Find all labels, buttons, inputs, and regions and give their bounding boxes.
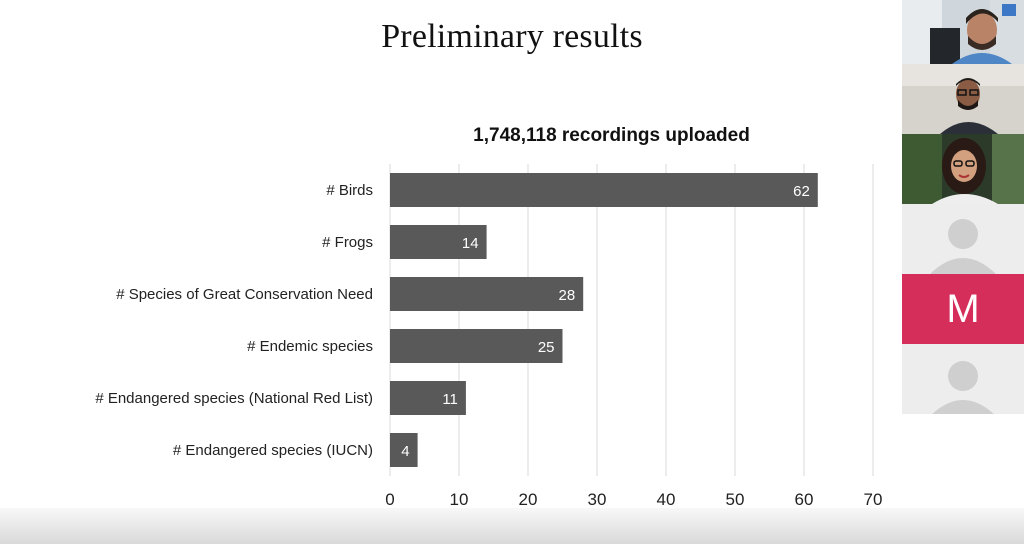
x-tick-label: 50 — [726, 490, 745, 509]
participant-avatar-2[interactable] — [902, 344, 1024, 414]
data-label: 62 — [793, 183, 810, 200]
data-label: 28 — [559, 287, 576, 304]
x-tick-label: 40 — [657, 490, 676, 509]
slide-title: Preliminary results — [381, 18, 643, 55]
category-label: # Frogs — [322, 234, 373, 251]
x-tick-label: 70 — [864, 490, 883, 509]
bottom-toolbar-area — [0, 508, 1024, 544]
participant-video-panel: M — [902, 0, 1024, 414]
data-label: 14 — [462, 235, 479, 252]
bar — [390, 329, 563, 363]
x-tick-label: 0 — [385, 490, 394, 509]
participant-initial-tile[interactable]: M — [902, 274, 1024, 344]
data-label: 11 — [442, 391, 458, 408]
category-label: # Endemic species — [247, 338, 373, 355]
bar — [390, 277, 584, 311]
x-tick-label: 20 — [519, 490, 538, 509]
data-label: 25 — [538, 339, 555, 356]
participant-video-3[interactable] — [902, 134, 1024, 204]
category-label: # Endangered species (National Red List) — [95, 390, 373, 407]
user-placeholder-icon — [902, 344, 1024, 414]
bar — [390, 433, 418, 467]
x-tick-label: 60 — [795, 490, 814, 509]
x-tick-label: 10 — [450, 490, 469, 509]
participant-video-1[interactable] — [902, 0, 1024, 64]
x-tick-label: 30 — [588, 490, 607, 509]
bar — [390, 225, 487, 259]
chart-title: 1,748,118 recordings uploaded — [473, 125, 750, 146]
data-label: 4 — [401, 443, 409, 460]
category-label: # Species of Great Conservation Need — [116, 286, 373, 303]
category-label: # Birds — [326, 182, 373, 199]
category-label: # Endangered species (IUCN) — [173, 442, 373, 459]
bar — [390, 381, 466, 415]
participant-initial: M — [946, 286, 980, 331]
participant-video-2[interactable] — [902, 64, 1024, 134]
bar — [390, 173, 818, 207]
participant-avatar-1[interactable] — [902, 204, 1024, 274]
user-placeholder-icon — [902, 204, 1024, 274]
